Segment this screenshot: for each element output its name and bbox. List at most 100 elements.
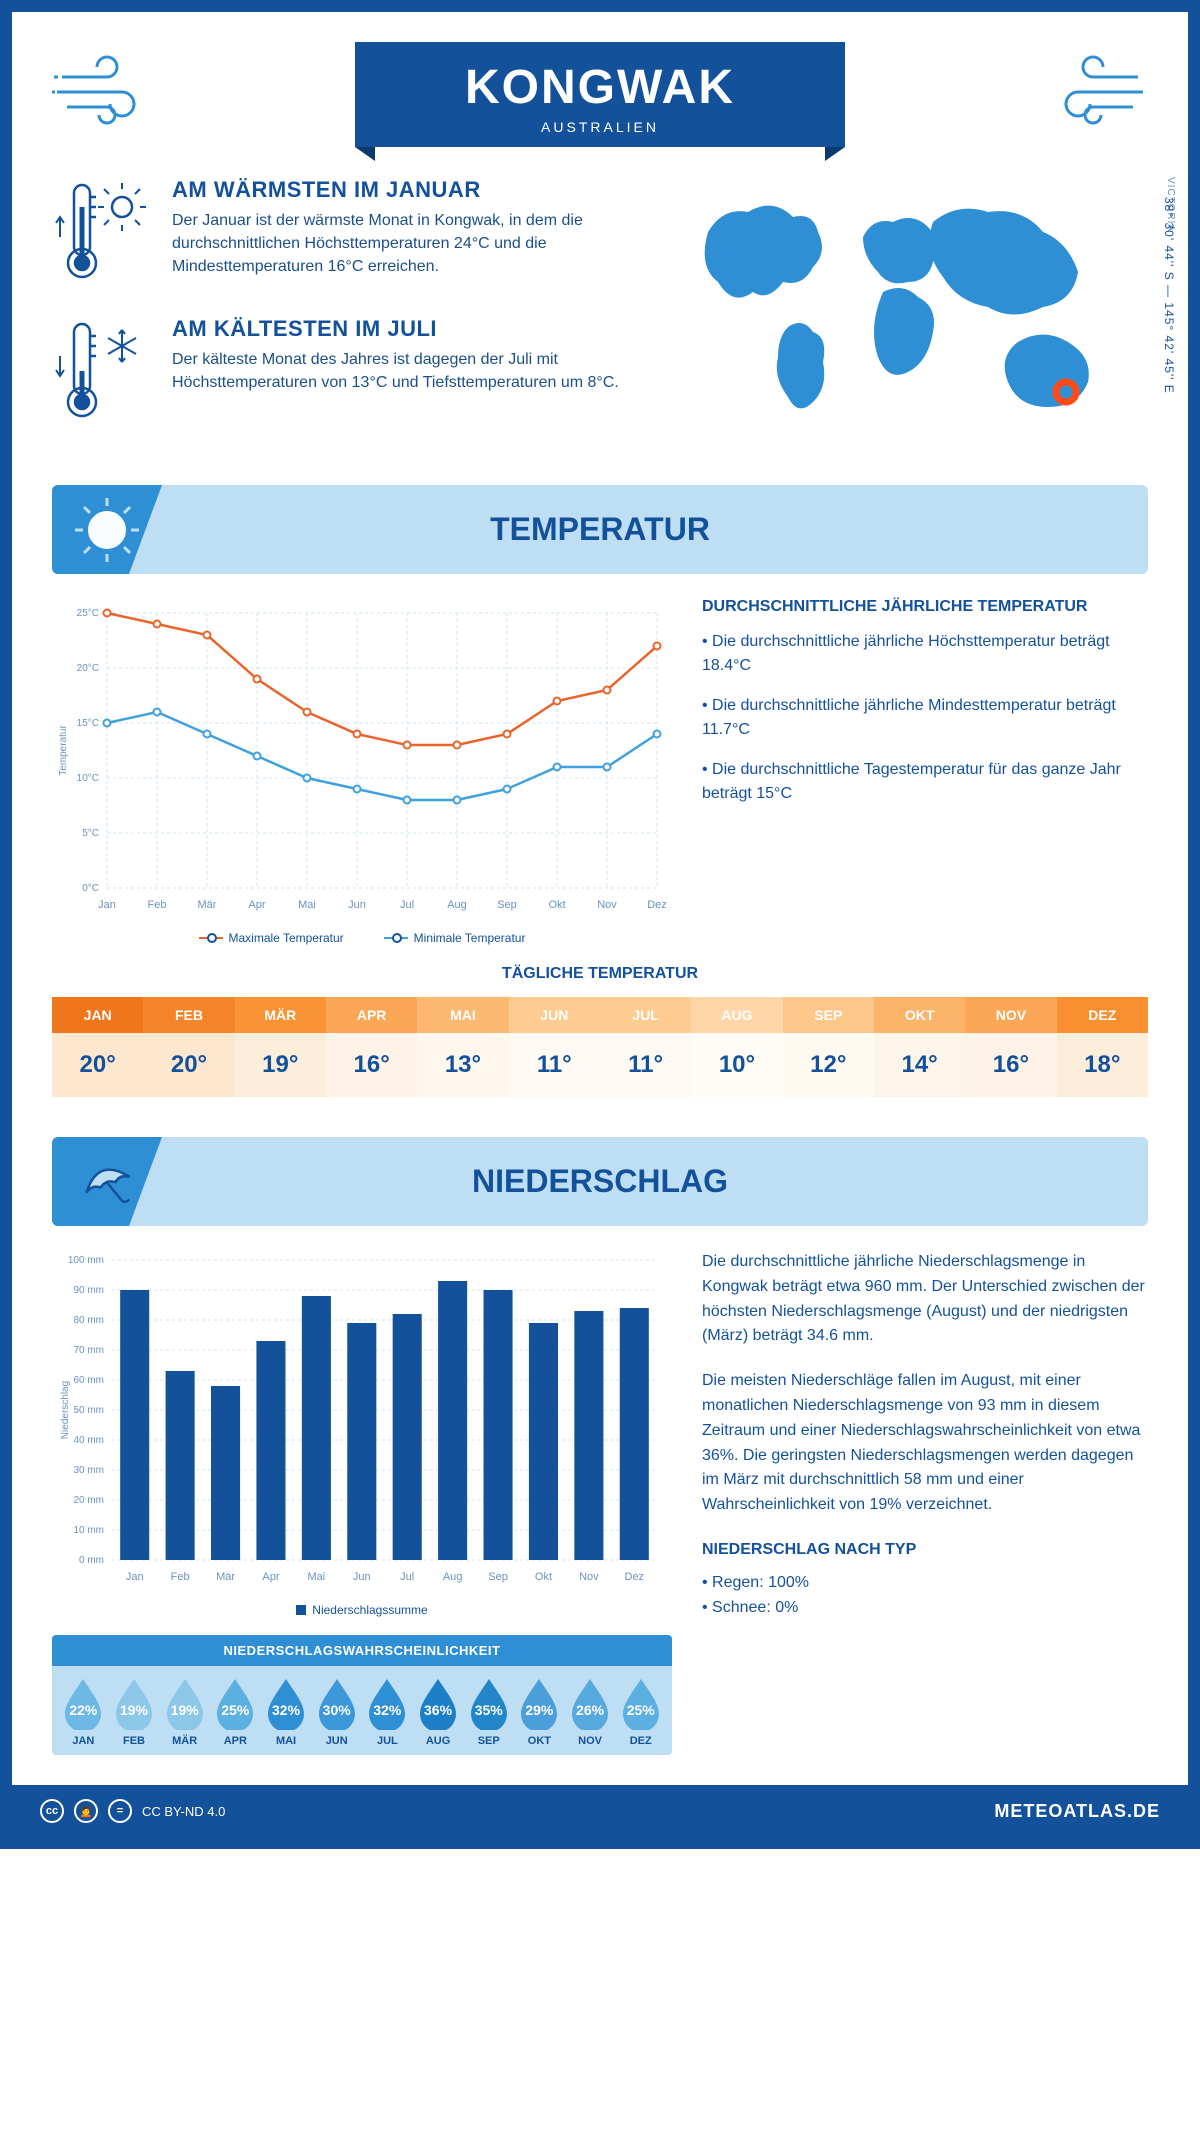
temp-point-2: Die durchschnittliche jährliche Mindestt… [702, 694, 1148, 742]
temperature-summary: DURCHSCHNITTLICHE JÄHRLICHE TEMPERATUR D… [702, 598, 1148, 945]
precip-snow: Schnee: 0% [712, 1599, 798, 1616]
svg-text:Nov: Nov [579, 1571, 599, 1583]
wind-icon-right [1038, 52, 1148, 137]
temp-point-1: Die durchschnittliche jährliche Höchstte… [702, 630, 1148, 678]
svg-text:40 mm: 40 mm [73, 1435, 104, 1446]
svg-text:Jul: Jul [400, 899, 414, 911]
svg-text:Jan: Jan [126, 1571, 144, 1583]
prob-title: NIEDERSCHLAGSWAHRSCHEINLICHKEIT [52, 1635, 672, 1666]
svg-text:Sep: Sep [497, 899, 517, 911]
license-block: cc 🙍 = CC BY-ND 4.0 [40, 1799, 225, 1823]
svg-text:Mär: Mär [198, 899, 217, 911]
svg-text:Mär: Mär [216, 1571, 235, 1583]
svg-text:Nov: Nov [597, 899, 617, 911]
section-precipitation: NIEDERSCHLAG [52, 1137, 1148, 1226]
precip-type-heading: NIEDERSCHLAG NACH TYP [702, 1538, 1148, 1563]
probability-drop: 32% MAI [261, 1676, 312, 1747]
daily-temp-title: TÄGLICHE TEMPERATUR [52, 965, 1148, 983]
precip-para-2: Die meisten Niederschläge fallen im Augu… [702, 1369, 1148, 1518]
svg-text:15°C: 15°C [77, 718, 99, 729]
svg-text:Aug: Aug [447, 899, 467, 911]
precip-chart-legend: Niederschlagssumme [52, 1603, 672, 1617]
svg-text:80 mm: 80 mm [73, 1315, 104, 1326]
temp-summary-heading: DURCHSCHNITTLICHE JÄHRLICHE TEMPERATUR [702, 598, 1148, 616]
fact-cold-heading: AM KÄLTESTEN IM JULI [172, 316, 638, 342]
svg-text:20 mm: 20 mm [73, 1495, 104, 1506]
svg-text:20°C: 20°C [77, 663, 99, 674]
fact-warm-heading: AM WÄRMSTEN IM JANUAR [172, 177, 638, 203]
temp-col: APR 16° [326, 997, 417, 1097]
svg-text:10 mm: 10 mm [73, 1525, 104, 1536]
precip-para-1: Die durchschnittliche jährliche Niedersc… [702, 1250, 1148, 1349]
precipitation-title: NIEDERSCHLAG [472, 1163, 728, 1199]
probability-drop: 19% FEB [109, 1676, 160, 1747]
svg-text:Jun: Jun [348, 899, 366, 911]
svg-text:0 mm: 0 mm [79, 1555, 104, 1566]
temp-col: JAN 20° [52, 997, 143, 1097]
svg-text:Okt: Okt [548, 899, 565, 911]
svg-text:Mai: Mai [308, 1571, 326, 1583]
thermometer-sun-icon [52, 177, 152, 292]
temp-col: SEP 12° [783, 997, 874, 1097]
license-text: CC BY-ND 4.0 [142, 1804, 225, 1819]
temp-col: MÄR 19° [235, 997, 326, 1097]
svg-text:0°C: 0°C [82, 883, 99, 894]
svg-text:Okt: Okt [535, 1571, 552, 1583]
probability-drop: 26% NOV [565, 1676, 616, 1747]
precipitation-bar-chart: 0 mm 10 mm 20 mm 30 mm 40 mm 50 mm 60 mm 70 mm 8… [52, 1250, 672, 1755]
svg-text:5°C: 5°C [82, 828, 99, 839]
page-subtitle: AUSTRALIEN [465, 119, 735, 135]
wind-icon-left [52, 52, 162, 137]
footer: cc 🙍 = CC BY-ND 4.0 METEOATLAS.DE [12, 1785, 1188, 1837]
temp-col: AUG 10° [691, 997, 782, 1097]
svg-text:60 mm: 60 mm [73, 1375, 104, 1386]
svg-text:10°C: 10°C [77, 773, 99, 784]
title-banner: KONGWAK AUSTRALIEN [355, 42, 845, 147]
coordinates-label: 38° 30' 44'' S — 145° 42' 45'' E [1162, 197, 1176, 394]
svg-text:Apr: Apr [248, 899, 265, 911]
probability-drop: 30% JUN [311, 1676, 362, 1747]
svg-text:Mai: Mai [298, 899, 316, 911]
thermometer-snow-icon [52, 316, 152, 431]
fact-coldest: AM KÄLTESTEN IM JULI Der kälteste Monat … [52, 316, 638, 431]
svg-text:Feb: Feb [171, 1571, 190, 1583]
probability-drop: 22% JAN [58, 1676, 109, 1747]
site-name: METEOATLAS.DE [994, 1801, 1160, 1822]
svg-text:30 mm: 30 mm [73, 1465, 104, 1476]
svg-text:Jun: Jun [353, 1571, 371, 1583]
svg-text:Sep: Sep [488, 1571, 508, 1583]
svg-text:Apr: Apr [262, 1571, 279, 1583]
precip-rain: Regen: 100% [712, 1574, 809, 1591]
svg-text:Feb: Feb [148, 899, 167, 911]
nd-icon: = [108, 1799, 132, 1823]
cc-icon: cc [40, 1799, 64, 1823]
svg-text:90 mm: 90 mm [73, 1285, 104, 1296]
umbrella-icon [52, 1137, 162, 1226]
temperature-title: TEMPERATUR [490, 511, 710, 547]
svg-text:50 mm: 50 mm [73, 1405, 104, 1416]
temp-col: NOV 16° [965, 997, 1056, 1097]
precipitation-summary: Die durchschnittliche jährliche Niedersc… [702, 1250, 1148, 1755]
temp-chart-legend: Maximale Temperatur Minimale Temperatur [52, 931, 672, 945]
temp-col: FEB 20° [143, 997, 234, 1097]
svg-text:Temperatur: Temperatur [58, 725, 69, 776]
probability-drop: 36% AUG [413, 1676, 464, 1747]
svg-text:25°C: 25°C [77, 608, 99, 619]
probability-drop: 29% OKT [514, 1676, 565, 1747]
svg-text:Jan: Jan [98, 899, 116, 911]
svg-text:100 mm: 100 mm [68, 1255, 104, 1266]
daily-temperature-table: JAN 20° FEB 20° MÄR 19° APR 16° MAI 13° … [52, 997, 1148, 1097]
svg-text:Dez: Dez [625, 1571, 645, 1583]
temperature-line-chart: 0°C 5°C 10°C 15°C 20°C 25°C Jan Feb Mär Apr Mai Jun… [52, 598, 672, 945]
svg-text:70 mm: 70 mm [73, 1345, 104, 1356]
header: KONGWAK AUSTRALIEN [52, 42, 1148, 147]
temp-point-3: Die durchschnittliche Tagestemperatur fü… [702, 758, 1148, 806]
probability-drop: 35% SEP [463, 1676, 514, 1747]
precipitation-probability-box: NIEDERSCHLAGSWAHRSCHEINLICHKEIT 22% JAN … [52, 1635, 672, 1755]
svg-text:Aug: Aug [443, 1571, 463, 1583]
svg-text:Niederschlag: Niederschlag [60, 1381, 71, 1439]
svg-text:Jul: Jul [400, 1571, 414, 1583]
probability-drop: 25% APR [210, 1676, 261, 1747]
fact-warmest: AM WÄRMSTEN IM JANUAR Der Januar ist der… [52, 177, 638, 292]
probability-drop: 32% JUL [362, 1676, 413, 1747]
